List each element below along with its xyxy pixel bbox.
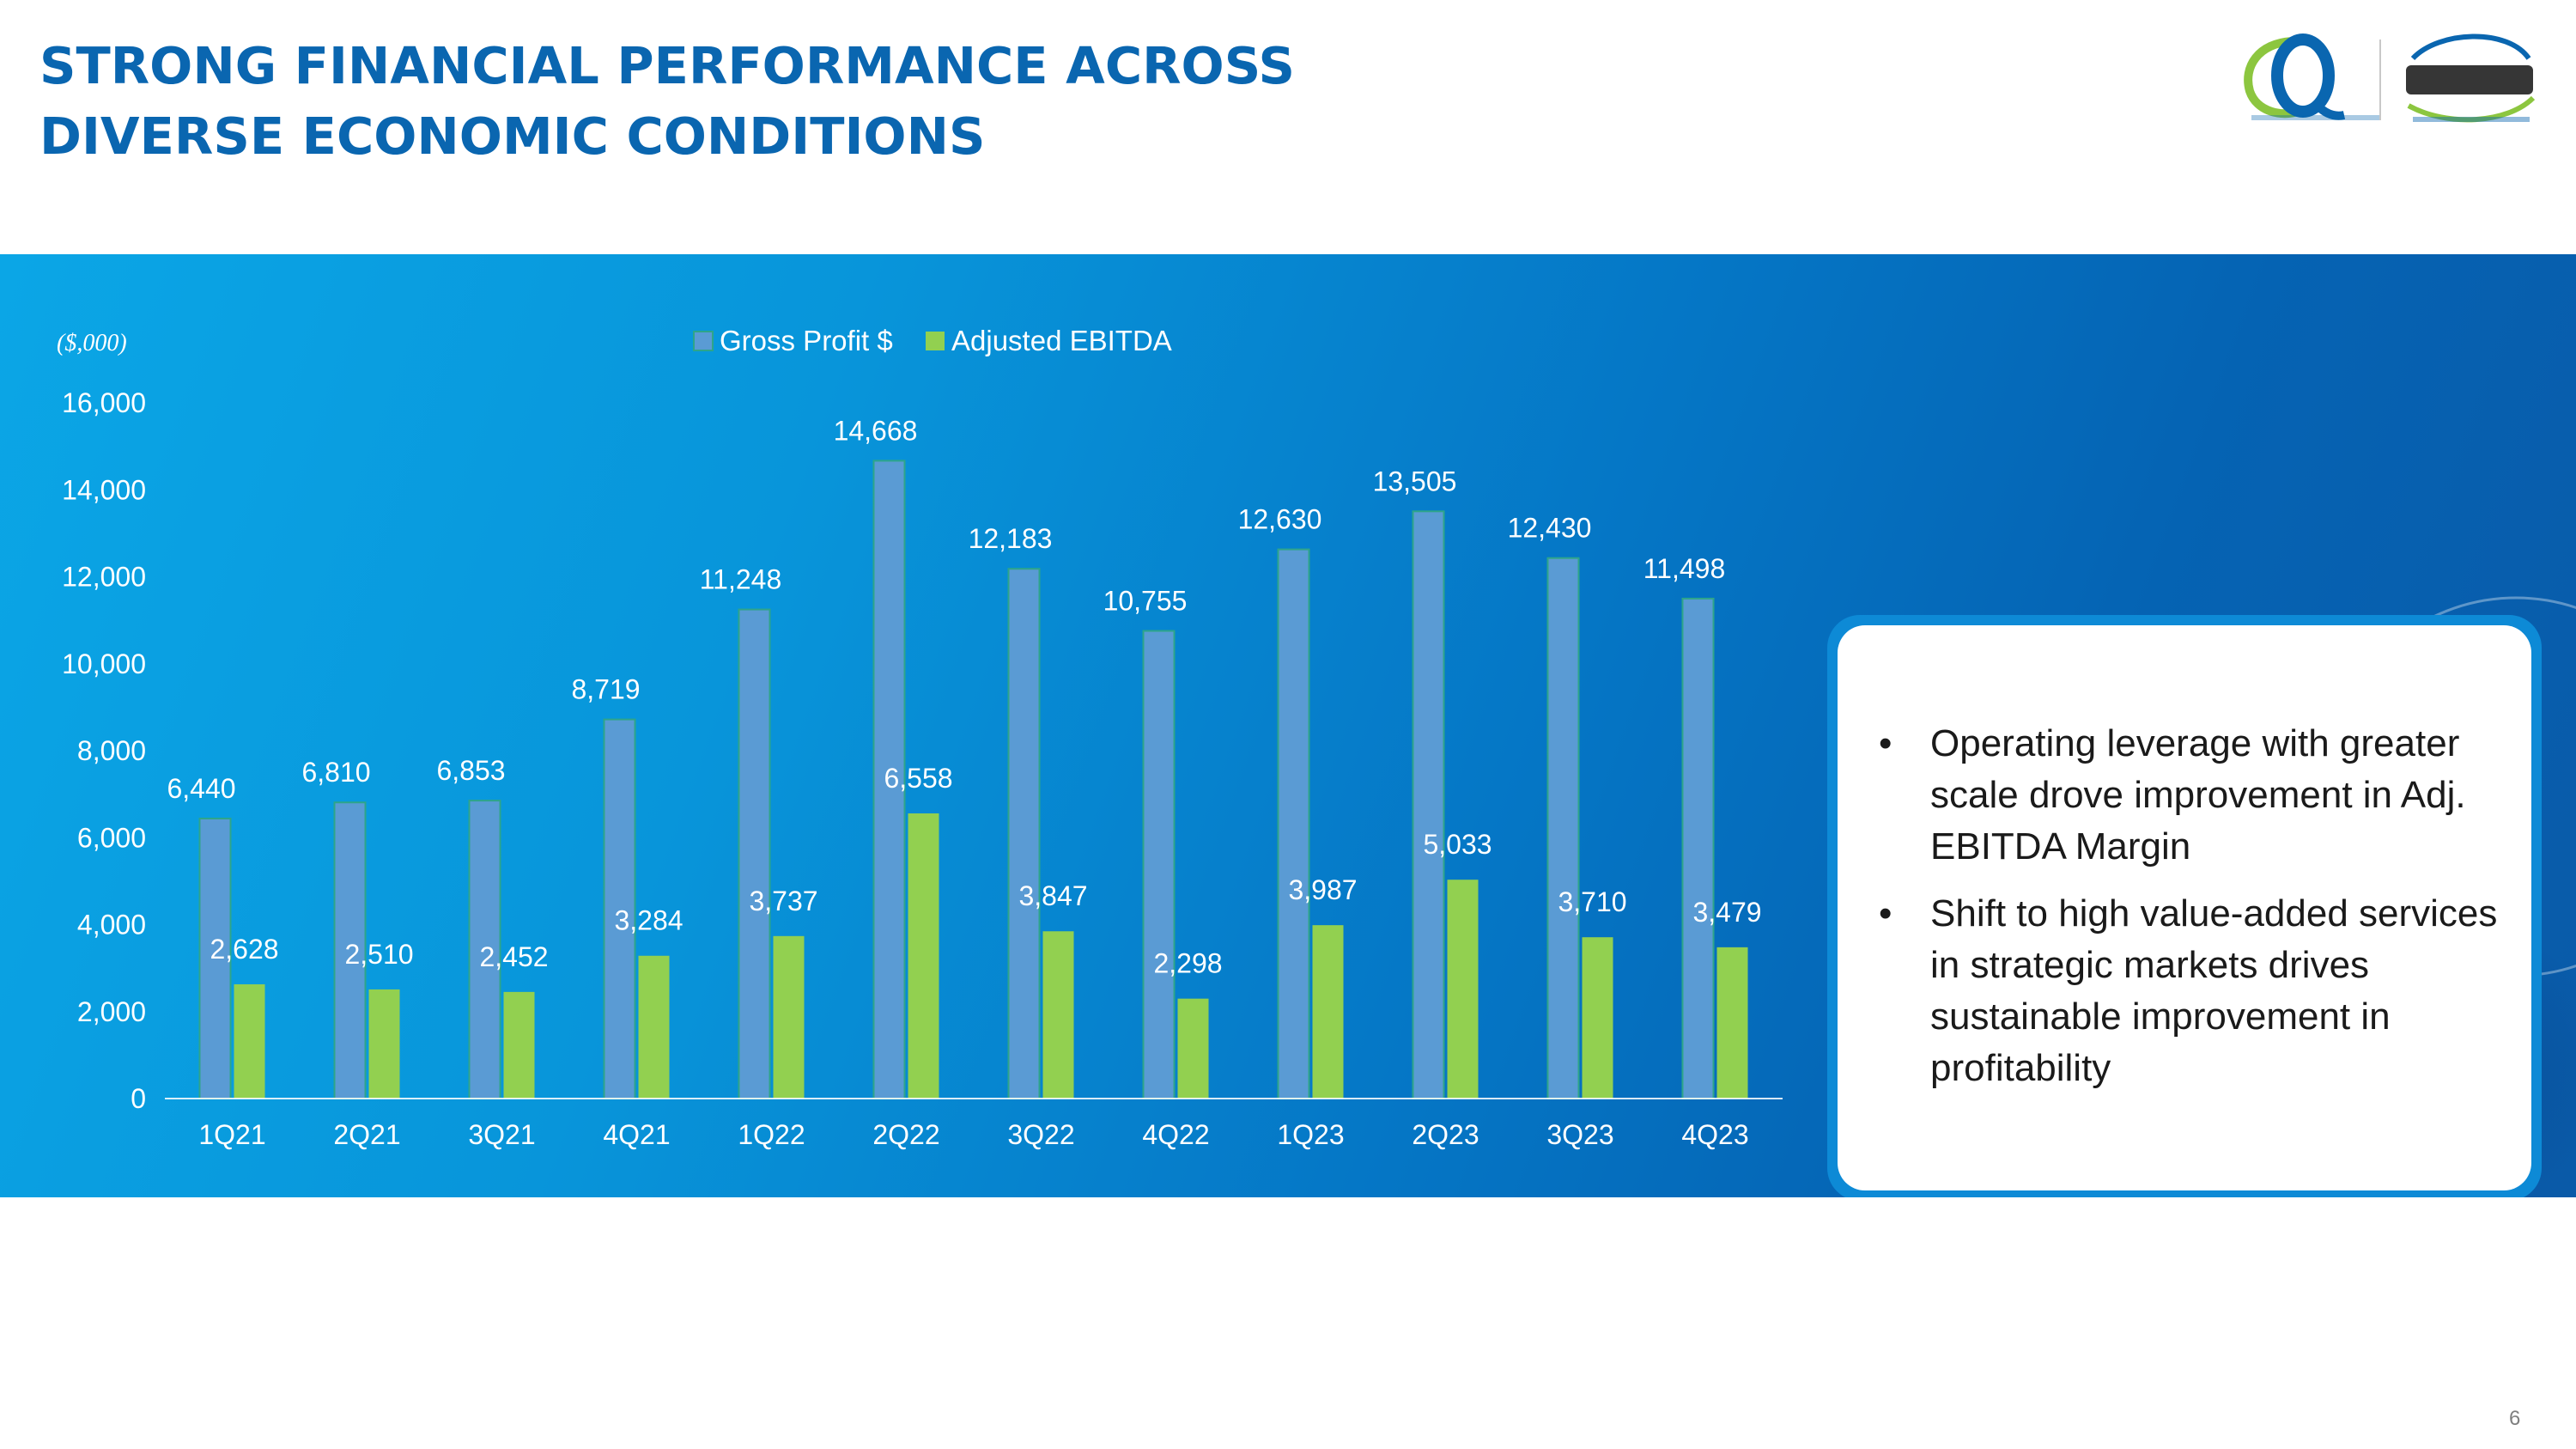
- y-tick-label: 16,000: [62, 387, 146, 418]
- bullet-text: Shift to high value-added services in st…: [1930, 892, 2498, 1089]
- gross-profit-bar: [198, 817, 232, 1099]
- y-axis: 0 2,000 4,000 6,000 8,000 10,000 12,000 14,000 1…: [62, 387, 146, 1114]
- ebitda-bar: [638, 955, 670, 1099]
- bullet-text: Operating leverage with greater scale dr…: [1930, 722, 2466, 868]
- legend-swatch-gross-profit: [693, 331, 714, 351]
- x-tick-label: 1Q23: [1277, 1119, 1344, 1150]
- ebitda-bar: [368, 989, 400, 1099]
- ebitda-data-label: 5,033: [1423, 829, 1492, 860]
- company-logo: [2244, 33, 2536, 123]
- x-tick-label: 4Q23: [1681, 1119, 1748, 1150]
- ebitda-bar: [503, 991, 535, 1099]
- callout-bullets: • Operating leverage with greater scale …: [1875, 718, 2511, 1110]
- bullet-dot: •: [1879, 892, 1893, 935]
- ebitda-data-label: 2,510: [344, 939, 413, 970]
- content-band: ($,000) Gross Profit $ Adjusted EBITDA 0 2…: [0, 254, 2576, 1197]
- y-tick-label: 8,000: [77, 735, 146, 766]
- gross-profit-data-label: 11,248: [700, 564, 782, 595]
- legend-label-gross-profit: Gross Profit $: [720, 325, 893, 356]
- bar-series: 6,440 2,628 6,810 2,510 6,853 2,452 8,719 3,284…: [167, 415, 1762, 1100]
- x-tick-label: 3Q21: [468, 1119, 535, 1150]
- ebitda-data-label: 2,298: [1153, 948, 1222, 979]
- unit-label: ($,000): [57, 330, 127, 356]
- ebitda-bar: [1447, 880, 1479, 1099]
- y-tick-label: 2,000: [77, 996, 146, 1027]
- gross-profit-bar: [872, 460, 906, 1099]
- gross-profit-data-label: 6,440: [167, 773, 235, 804]
- x-tick-label: 1Q22: [738, 1119, 805, 1150]
- ebitda-data-label: 3,284: [614, 905, 683, 936]
- ebitda-bar: [1582, 937, 1613, 1099]
- ebitda-bar: [908, 813, 939, 1099]
- q-emblem-icon: [2244, 33, 2346, 120]
- gross-profit-data-label: 13,505: [1373, 466, 1457, 496]
- gross-profit-data-label: 12,630: [1238, 504, 1322, 535]
- ebitda-bar: [1716, 947, 1748, 1099]
- ebitda-bar: [1177, 998, 1209, 1099]
- x-tick-label: 1Q21: [198, 1119, 265, 1150]
- bullet-item: • Operating leverage with greater scale …: [1875, 718, 2511, 873]
- ebitda-data-label: 3,737: [749, 886, 817, 916]
- y-tick-label: 4,000: [77, 910, 146, 941]
- ebitda-bar: [1042, 931, 1074, 1099]
- chart-legend: Gross Profit $ Adjusted EBITDA: [693, 325, 1172, 356]
- x-tick-label: 2Q22: [872, 1119, 939, 1150]
- page-number: 6: [2509, 1407, 2521, 1430]
- y-tick-label: 12,000: [62, 562, 146, 593]
- legend-label-ebitda: Adjusted EBITDA: [951, 325, 1172, 356]
- ebitda-data-label: 2,628: [210, 934, 278, 965]
- gross-profit-bar: [468, 800, 501, 1100]
- gross-profit-bar: [333, 801, 367, 1100]
- gross-profit-data-label: 12,183: [969, 523, 1053, 554]
- ebitda-bar: [234, 983, 265, 1099]
- gross-profit-bar: [1546, 557, 1580, 1099]
- x-tick-label: 4Q21: [603, 1119, 670, 1150]
- ebitda-data-label: 3,847: [1018, 880, 1087, 911]
- ebitda-bar: [1312, 925, 1344, 1099]
- ebitda-data-label: 2,452: [479, 941, 548, 972]
- legend-swatch-ebitda: [926, 332, 945, 350]
- bullet-item: • Shift to high value-added services in …: [1875, 888, 2511, 1094]
- gross-profit-bar: [738, 608, 771, 1099]
- insight-callout: • Operating leverage with greater scale …: [1827, 615, 2542, 1197]
- x-axis: 1Q21 2Q21 3Q21 4Q21 1Q22 2Q22 3Q22 4Q22 1Q23 2Q23…: [165, 1098, 1783, 1150]
- x-tick-label: 2Q21: [333, 1119, 400, 1150]
- gross-profit-bar: [603, 718, 636, 1100]
- x-tick-label: 3Q23: [1546, 1119, 1613, 1150]
- callout-card: • Operating leverage with greater scale …: [1838, 625, 2531, 1190]
- y-tick-label: 6,000: [77, 822, 146, 853]
- ebitda-data-label: 6,558: [884, 763, 952, 794]
- quest-wordmark-icon: [2406, 33, 2536, 123]
- gross-profit-bar: [1142, 630, 1176, 1099]
- bullet-dot: •: [1879, 722, 1893, 764]
- gross-profit-bar: [1007, 568, 1041, 1100]
- gross-profit-data-label: 8,719: [571, 674, 640, 705]
- gross-profit-bar: [1277, 548, 1310, 1099]
- gross-profit-data-label: 11,498: [1643, 553, 1726, 584]
- ebitda-data-label: 3,987: [1288, 874, 1357, 905]
- y-tick-label: 14,000: [62, 474, 146, 505]
- x-tick-label: 2Q23: [1412, 1119, 1479, 1150]
- page-title: STRONG FINANCIAL PERFORMANCE ACROSS DIVE…: [39, 31, 1295, 172]
- title-line-2: DIVERSE ECONOMIC CONDITIONS: [39, 107, 986, 166]
- gross-profit-data-label: 12,430: [1508, 513, 1592, 544]
- gross-profit-data-label: 6,853: [436, 755, 505, 786]
- x-tick-label: 4Q22: [1142, 1119, 1209, 1150]
- gross-profit-bar: [1681, 597, 1715, 1099]
- gross-profit-data-label: 6,810: [301, 757, 370, 788]
- y-tick-label: 0: [131, 1083, 146, 1114]
- x-tick-label: 3Q22: [1007, 1119, 1074, 1150]
- gross-profit-data-label: 14,668: [834, 415, 918, 446]
- y-tick-label: 10,000: [62, 648, 146, 679]
- ebitda-bar: [773, 935, 805, 1099]
- bar-chart: ($,000) Gross Profit $ Adjusted EBITDA 0 2…: [57, 325, 1783, 1150]
- ebitda-data-label: 3,479: [1692, 897, 1761, 928]
- gross-profit-data-label: 10,755: [1103, 586, 1188, 617]
- ebitda-data-label: 3,710: [1558, 886, 1626, 917]
- gross-profit-bar: [1412, 510, 1445, 1099]
- title-line-1: STRONG FINANCIAL PERFORMANCE ACROSS: [39, 36, 1296, 95]
